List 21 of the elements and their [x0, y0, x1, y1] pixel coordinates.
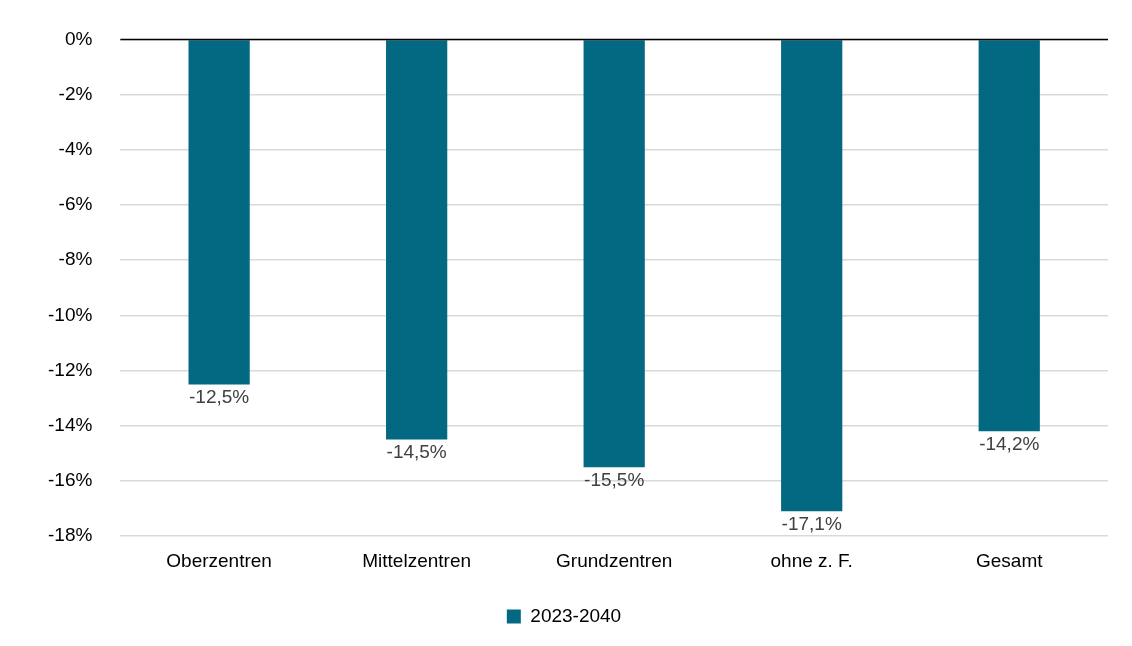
x-tick-label: Gesamt — [975, 549, 1044, 571]
data-label: -14,5% — [386, 441, 447, 463]
x-tick-label: Mittelzentren — [362, 549, 472, 571]
y-tick-label: -2% — [58, 82, 93, 104]
data-label: -12,5% — [189, 386, 250, 408]
y-tick-label: -18% — [48, 524, 93, 546]
y-tick-label: -8% — [58, 248, 93, 270]
data-label: -15,5% — [584, 468, 645, 490]
legend-label: 2023-2040 — [530, 604, 622, 626]
y-tick-label: -4% — [58, 138, 93, 160]
x-tick-label: Oberzentren — [166, 549, 272, 571]
data-label: -14,2% — [979, 433, 1040, 455]
y-tick-label: -10% — [48, 303, 93, 325]
y-tick-label: 0% — [64, 27, 93, 49]
data-label: -17,1% — [781, 513, 842, 535]
y-tick-label: -6% — [58, 193, 93, 215]
x-tick-label: ohne z. F. — [770, 549, 853, 571]
x-tick-label: Grundzentren — [556, 549, 673, 571]
y-tick-label: -16% — [48, 469, 93, 491]
y-tick-label: -12% — [48, 358, 93, 380]
y-tick-label: -14% — [48, 414, 93, 436]
